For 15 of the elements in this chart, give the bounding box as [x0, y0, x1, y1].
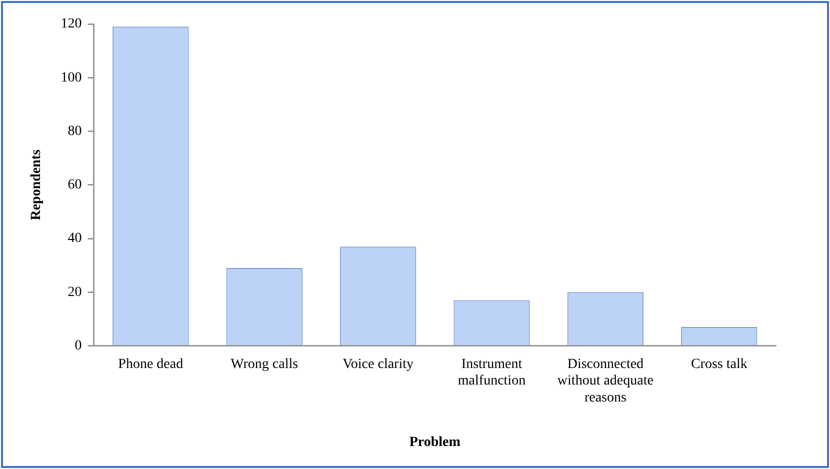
- x-tick-label: Disconnected without adequate reasons: [557, 356, 654, 406]
- y-tick-label: 0: [74, 338, 82, 354]
- x-tick-label: Voice clarity: [342, 356, 414, 372]
- x-tick-label: Cross talk: [690, 356, 748, 372]
- y-tick-label: 40: [68, 231, 82, 246]
- y-axis-title: Repondents: [29, 148, 44, 220]
- x-axis-title: Problem: [409, 435, 461, 450]
- y-tick-label: 20: [68, 284, 82, 300]
- x-tick-label: Instrument malfunction: [458, 356, 526, 389]
- y-tick-label: 100: [60, 70, 82, 86]
- x-tick-label: Phone dead: [118, 356, 184, 372]
- x-tick-label: Wrong calls: [230, 356, 298, 372]
- y-tick-label: 80: [68, 124, 82, 139]
- y-tick-label: 120: [60, 16, 82, 32]
- y-tick-label: 60: [68, 178, 82, 193]
